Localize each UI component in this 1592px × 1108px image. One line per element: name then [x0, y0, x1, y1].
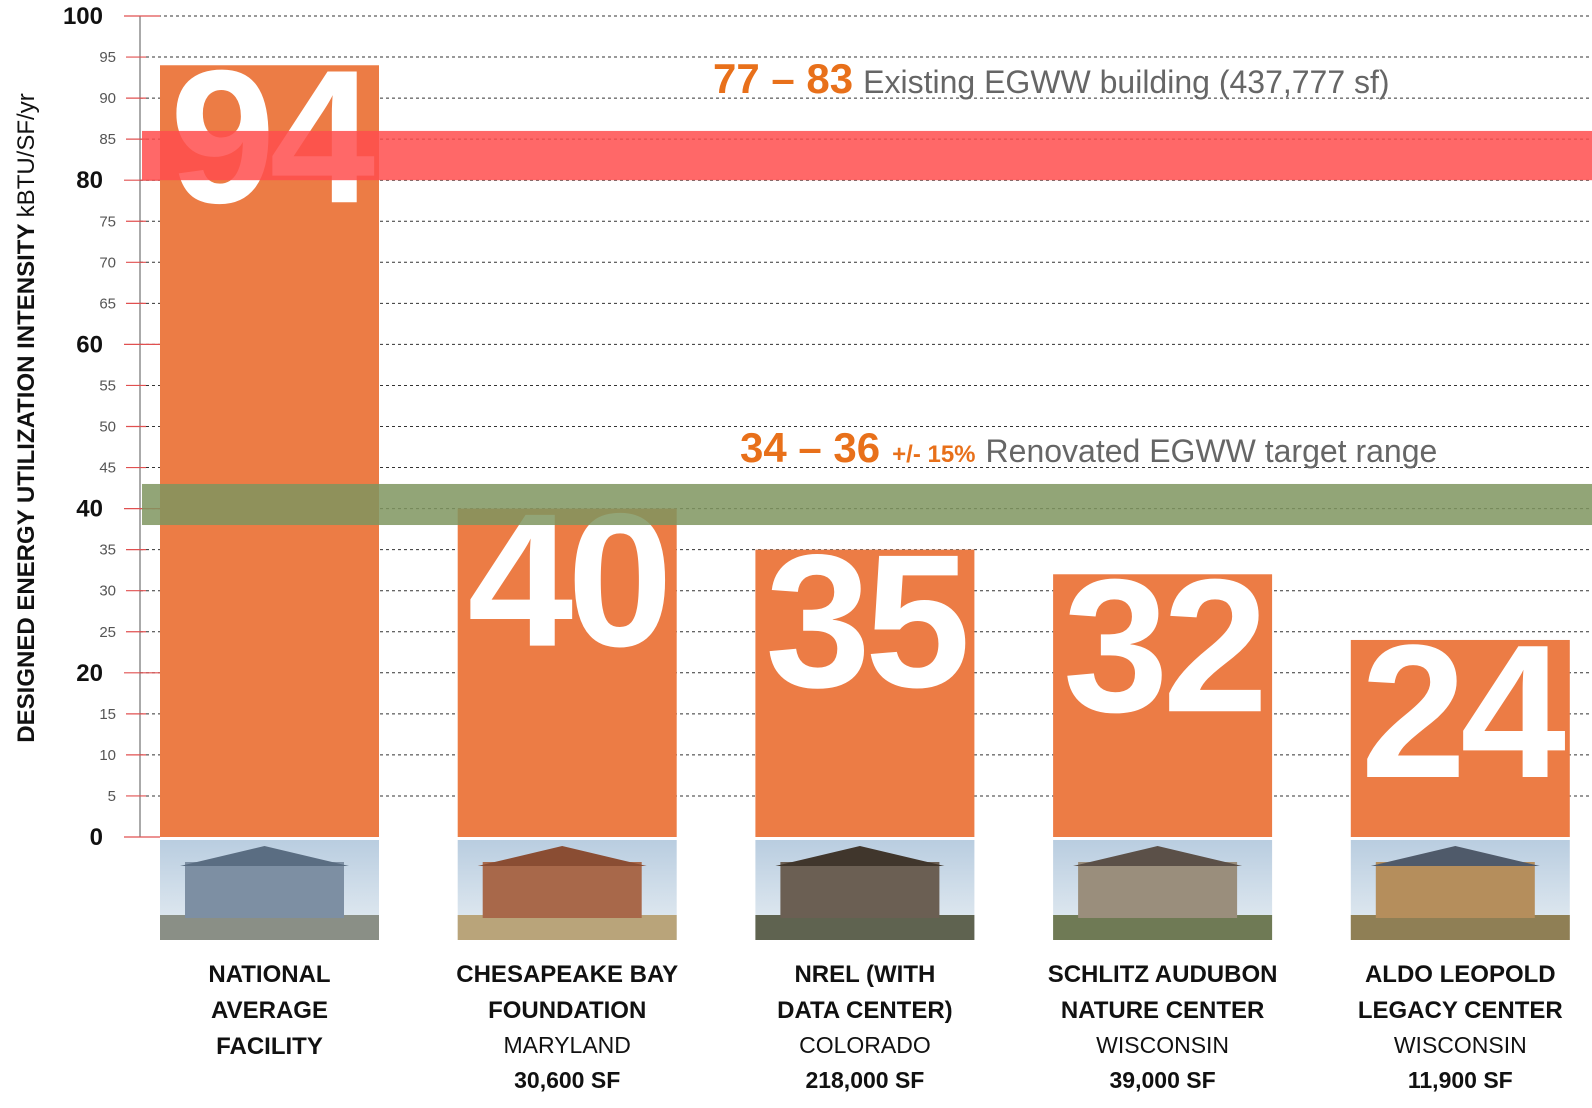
annotation-range: 77 – 83	[713, 55, 853, 102]
category-line: AVERAGE	[211, 997, 328, 1024]
photo-ground	[755, 915, 975, 940]
y-tick-label: 70	[99, 254, 116, 271]
category-line: FOUNDATION	[488, 997, 646, 1024]
photo	[457, 840, 677, 940]
y-tick-label: 50	[99, 419, 116, 436]
photo-building	[1078, 862, 1238, 918]
photo-roof	[775, 846, 945, 866]
area-label: 11,900 SF	[1408, 1067, 1513, 1093]
y-tick-label: 45	[99, 460, 116, 477]
y-tick-label: 25	[99, 624, 116, 641]
photo	[1350, 840, 1570, 940]
bar	[755, 549, 975, 837]
area-label: 30,600 SF	[514, 1067, 620, 1093]
category-line: FACILITY	[216, 1033, 323, 1060]
y-tick-label: 65	[99, 295, 116, 312]
location-label: MARYLAND	[504, 1032, 631, 1058]
y-tick-label: 0	[90, 824, 103, 851]
band	[142, 130, 1592, 181]
bar	[1350, 639, 1570, 837]
y-tick-label: 60	[76, 331, 103, 358]
y-tick-label: 100	[63, 3, 103, 30]
category-line: ALDO LEOPOLD	[1365, 961, 1556, 988]
category-line: NATURE CENTER	[1061, 997, 1265, 1024]
area-label: 39,000 SF	[1110, 1067, 1216, 1093]
y-tick-label: 95	[99, 49, 116, 66]
y-tick-label: 35	[99, 542, 116, 559]
area-label: 218,000 SF	[805, 1067, 924, 1093]
y-tick-label: 5	[108, 788, 116, 805]
photo-building	[1375, 862, 1535, 918]
y-tick-label: 55	[99, 377, 116, 394]
y-tick-label: 20	[76, 660, 103, 687]
category-line: NATIONAL	[208, 961, 330, 988]
annotation-note: +/- 15%	[892, 441, 975, 468]
photo-ground	[160, 915, 379, 940]
y-tick-label: 85	[99, 131, 116, 148]
location-label: WISCONSIN	[1394, 1032, 1527, 1058]
y-tick-label: 80	[76, 167, 103, 194]
y-tick-label: 15	[99, 706, 116, 723]
value-label: 35	[765, 516, 966, 728]
category-line: NREL (WITH	[794, 961, 935, 988]
category-line: DATA CENTER)	[777, 997, 953, 1024]
annotation-text: Renovated EGWW target range	[986, 433, 1438, 469]
y-axis-unit: kBTU/SF/yr	[13, 93, 40, 217]
category-line: SCHLITZ AUDUBON	[1048, 961, 1278, 988]
photo-roof	[1073, 846, 1243, 866]
annotation-text: Existing EGWW building (437,777 sf)	[863, 64, 1389, 100]
y-tick-label: 40	[76, 496, 103, 523]
y-tick-label: 30	[99, 583, 116, 600]
annotation: 34 – 36 +/- 15% Renovated EGWW target rang…	[740, 424, 1437, 471]
category-label: SCHLITZ AUDUBON NATURE CENTER	[1048, 961, 1278, 1024]
category-label: NREL (WITH DATA CENTER)	[777, 961, 953, 1024]
category-line: CHESAPEAKE BAY	[456, 961, 678, 988]
photo-roof	[1370, 846, 1540, 866]
photo-building	[780, 862, 940, 918]
y-axis-title: DESIGNED ENERGY UTILIZATION INTENSITY kB…	[13, 93, 40, 742]
category-line: LEGACY CENTER	[1358, 997, 1563, 1024]
photo	[755, 840, 975, 940]
photo-ground	[1350, 915, 1570, 940]
category-label: NATIONAL AVERAGE FACILITY	[208, 961, 330, 1060]
y-axis-label: DESIGNED ENERGY UTILIZATION INTENSITY	[13, 224, 40, 743]
photo-roof	[180, 846, 349, 866]
bar	[457, 508, 677, 837]
bar	[1053, 574, 1273, 837]
y-tick-label: 90	[99, 90, 116, 107]
bar	[160, 65, 379, 837]
y-tick-label: 75	[99, 213, 116, 230]
photo	[1053, 840, 1273, 940]
photo	[160, 840, 379, 940]
photo-roof	[477, 846, 647, 866]
value-label: 32	[1063, 540, 1262, 752]
photo-ground	[1053, 915, 1273, 940]
photo-building	[482, 862, 642, 918]
photo-ground	[457, 915, 677, 940]
y-tick-label: 10	[99, 747, 116, 764]
annotation-range: 34 – 36	[740, 424, 880, 471]
category-label: ALDO LEOPOLD LEGACY CENTER	[1358, 961, 1563, 1024]
category-label: CHESAPEAKE BAY FOUNDATION	[456, 961, 678, 1024]
location-label: WISCONSIN	[1096, 1032, 1229, 1058]
band	[142, 483, 1592, 526]
location-label: COLORADO	[799, 1032, 931, 1058]
annotation: 77 – 83 Existing EGWW building (437,777 s…	[713, 55, 1390, 102]
photo-building	[185, 862, 344, 918]
value-label: 24	[1361, 606, 1566, 818]
